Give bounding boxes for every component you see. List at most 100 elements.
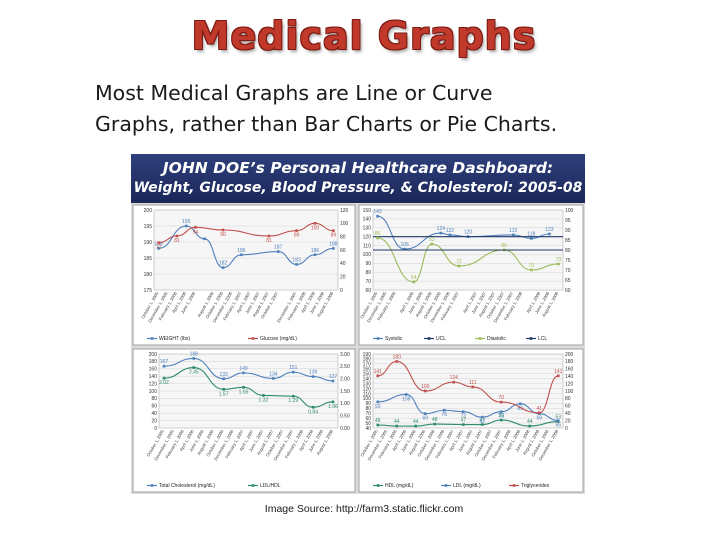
y-tick-label-right: 60 (565, 404, 571, 410)
data-label: 94 (193, 229, 199, 235)
data-label: 1.06 (328, 404, 338, 410)
y-tick-label-right: 2.00 (340, 376, 350, 382)
data-label: 81 (266, 238, 272, 244)
data-label: 100 (311, 225, 320, 231)
y-tick-label-left: 50 (365, 421, 371, 427)
data-point (471, 385, 475, 389)
data-label: 93 (375, 404, 381, 410)
y-tick-label-right: 65 (565, 278, 571, 284)
series-line (377, 215, 550, 250)
y-tick-label-left: 150 (363, 208, 372, 214)
data-point (376, 374, 380, 378)
y-tick-label-left: 130 (363, 226, 372, 232)
series-line (158, 222, 334, 244)
legend-label: Triglycerides (521, 483, 550, 489)
y-tick-label-right: 20 (565, 418, 571, 424)
y-tick-label-left: 100 (149, 389, 158, 395)
y-tick-label-left: 190 (144, 240, 153, 246)
data-point (192, 366, 196, 369)
data-point (528, 424, 532, 428)
data-label: 187 (274, 245, 283, 251)
data-label: 186 (237, 248, 246, 254)
y-tick-label-left: 90 (365, 401, 371, 407)
data-point (267, 234, 271, 238)
y-tick-label-right: 120 (340, 208, 349, 214)
y-tick-label-left: 110 (363, 243, 371, 249)
data-label: 111 (469, 380, 477, 386)
y-tick-label-right: 1.00 (340, 401, 350, 407)
y-tick-label-right: 90 (565, 228, 571, 234)
dashboard-image: JOHN DOE’s Personal Healthcare Dashboard… (131, 154, 585, 494)
plot-area (372, 353, 564, 429)
data-label: 69 (422, 416, 428, 422)
data-label: 183 (292, 257, 301, 263)
legend-label: LDL/HDL (260, 483, 281, 489)
data-label: 53 (555, 415, 561, 421)
plot-area (153, 209, 339, 291)
data-point (331, 379, 335, 383)
data-label: 1.29 (288, 398, 298, 404)
data-point (499, 400, 503, 404)
data-label: 0.84 (308, 409, 318, 415)
data-label: 90 (220, 232, 226, 238)
y-tick-label-left: 160 (363, 367, 372, 373)
legend-label: Total Cholesterol (mg/dL) (159, 483, 215, 489)
data-label: 120 (464, 230, 473, 236)
y-tick-label-left: 70 (365, 279, 371, 285)
y-tick-label-left: 60 (365, 416, 371, 422)
y-tick-label-right: 95 (565, 218, 571, 224)
y-tick-label-right: 140 (565, 374, 574, 380)
y-tick-label-left: 80 (365, 270, 371, 276)
y-tick-label-left: 170 (363, 362, 372, 368)
y-tick-label-left: 195 (144, 224, 153, 230)
data-point (311, 405, 315, 409)
data-point (262, 394, 265, 397)
legend-label: LCL (538, 336, 547, 342)
data-point (291, 394, 295, 398)
legend-marker (427, 337, 431, 340)
y-tick-label-right: 100 (565, 389, 574, 395)
dashboard-title-line-1: JOHN DOE’s Personal Healthcare Dashboard… (162, 159, 554, 177)
data-point (530, 237, 533, 240)
data-label: 47 (479, 418, 485, 424)
legend-marker (251, 337, 255, 340)
data-point (332, 247, 335, 250)
body-text-line-1: Most Medical Graphs are Line or Curve (95, 81, 493, 105)
y-tick-label-left: 190 (363, 352, 372, 358)
y-tick-label-right: 40 (565, 411, 571, 417)
data-point (313, 222, 317, 225)
y-tick-label-right: 80 (340, 234, 346, 240)
data-point (518, 402, 522, 406)
y-tick-label-left: 60 (151, 404, 157, 410)
data-point (240, 253, 243, 257)
data-point (157, 247, 160, 250)
y-tick-label-right: 85 (565, 238, 571, 244)
data-point (194, 226, 197, 229)
data-label: 188 (190, 351, 199, 357)
data-label: 139 (309, 370, 318, 376)
data-point (530, 268, 533, 272)
y-tick-label-right: 60 (565, 288, 571, 294)
legend-label: UCL (436, 336, 446, 342)
y-tick-label-left: 60 (365, 288, 371, 294)
image-source-caption: Image Source: http://farm3.static.flickr… (264, 503, 464, 515)
data-point (548, 232, 551, 236)
y-tick-label-left: 120 (363, 386, 372, 392)
data-label: 69 (536, 416, 542, 422)
data-label: 73 (498, 414, 504, 420)
data-label: 167 (160, 359, 169, 365)
y-tick-label-right: 100 (565, 208, 574, 214)
data-label: 44 (413, 419, 419, 425)
series-line (377, 360, 559, 414)
y-tick-label-left: 80 (365, 406, 371, 412)
data-label: 46 (375, 418, 381, 424)
y-tick-label-left: 185 (144, 256, 153, 262)
data-point (162, 364, 166, 368)
legend-marker (444, 484, 448, 487)
y-tick-label-left: 90 (365, 261, 371, 267)
data-label: 182 (219, 261, 228, 267)
data-label: 55 (555, 423, 561, 429)
data-point (556, 374, 560, 378)
legend-label: Diastolic (487, 336, 506, 342)
series-line (163, 367, 334, 408)
